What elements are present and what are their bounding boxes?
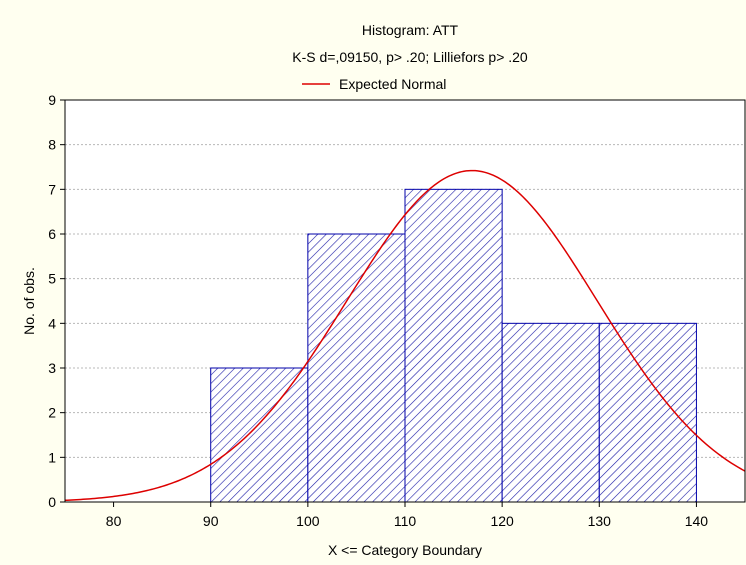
y-axis-ticks: 0 1 2 3 4 5 6 7 8 9 — [48, 92, 65, 510]
x-tick-label-140: 140 — [685, 513, 709, 529]
legend-label-expected-normal: Expected Normal — [339, 76, 446, 92]
chart-subtitle: K-S d=,09150, p> .20; Lilliefors p> .20 — [292, 49, 528, 65]
chart-title: Histogram: ATT — [362, 22, 459, 38]
x-tick-label-80: 80 — [106, 513, 122, 529]
bar-130-140 — [598, 322, 697, 503]
y-tick-label-2: 2 — [48, 405, 56, 421]
x-axis-ticks: 80 90 100 110 120 130 140 — [106, 502, 709, 529]
legend: Expected Normal — [302, 76, 446, 92]
y-tick-label-9: 9 — [48, 92, 56, 108]
x-axis-label: X <= Category Boundary — [328, 542, 482, 558]
expected-normal-curve — [65, 169, 745, 502]
y-tick-label-8: 8 — [48, 137, 56, 153]
y-tick-label-1: 1 — [48, 449, 56, 465]
y-tick-label-6: 6 — [48, 226, 56, 242]
x-tick-label-120: 120 — [490, 513, 514, 529]
x-tick-label-110: 110 — [394, 513, 417, 529]
y-tick-label-0: 0 — [48, 494, 56, 510]
bar-90-100 — [210, 367, 309, 503]
bar-110-120 — [404, 188, 503, 503]
y-axis-label: No. of obs. — [21, 267, 37, 335]
y-tick-label-3: 3 — [48, 360, 56, 376]
bar-120-130 — [501, 322, 600, 503]
x-tick-label-130: 130 — [588, 513, 612, 529]
x-tick-label-100: 100 — [296, 513, 320, 529]
histogram-bars — [210, 188, 697, 503]
y-tick-label-4: 4 — [48, 315, 56, 331]
y-tick-label-5: 5 — [48, 271, 56, 287]
y-tick-label-7: 7 — [48, 181, 56, 197]
x-tick-label-90: 90 — [203, 513, 219, 529]
bar-100-110 — [307, 233, 406, 503]
